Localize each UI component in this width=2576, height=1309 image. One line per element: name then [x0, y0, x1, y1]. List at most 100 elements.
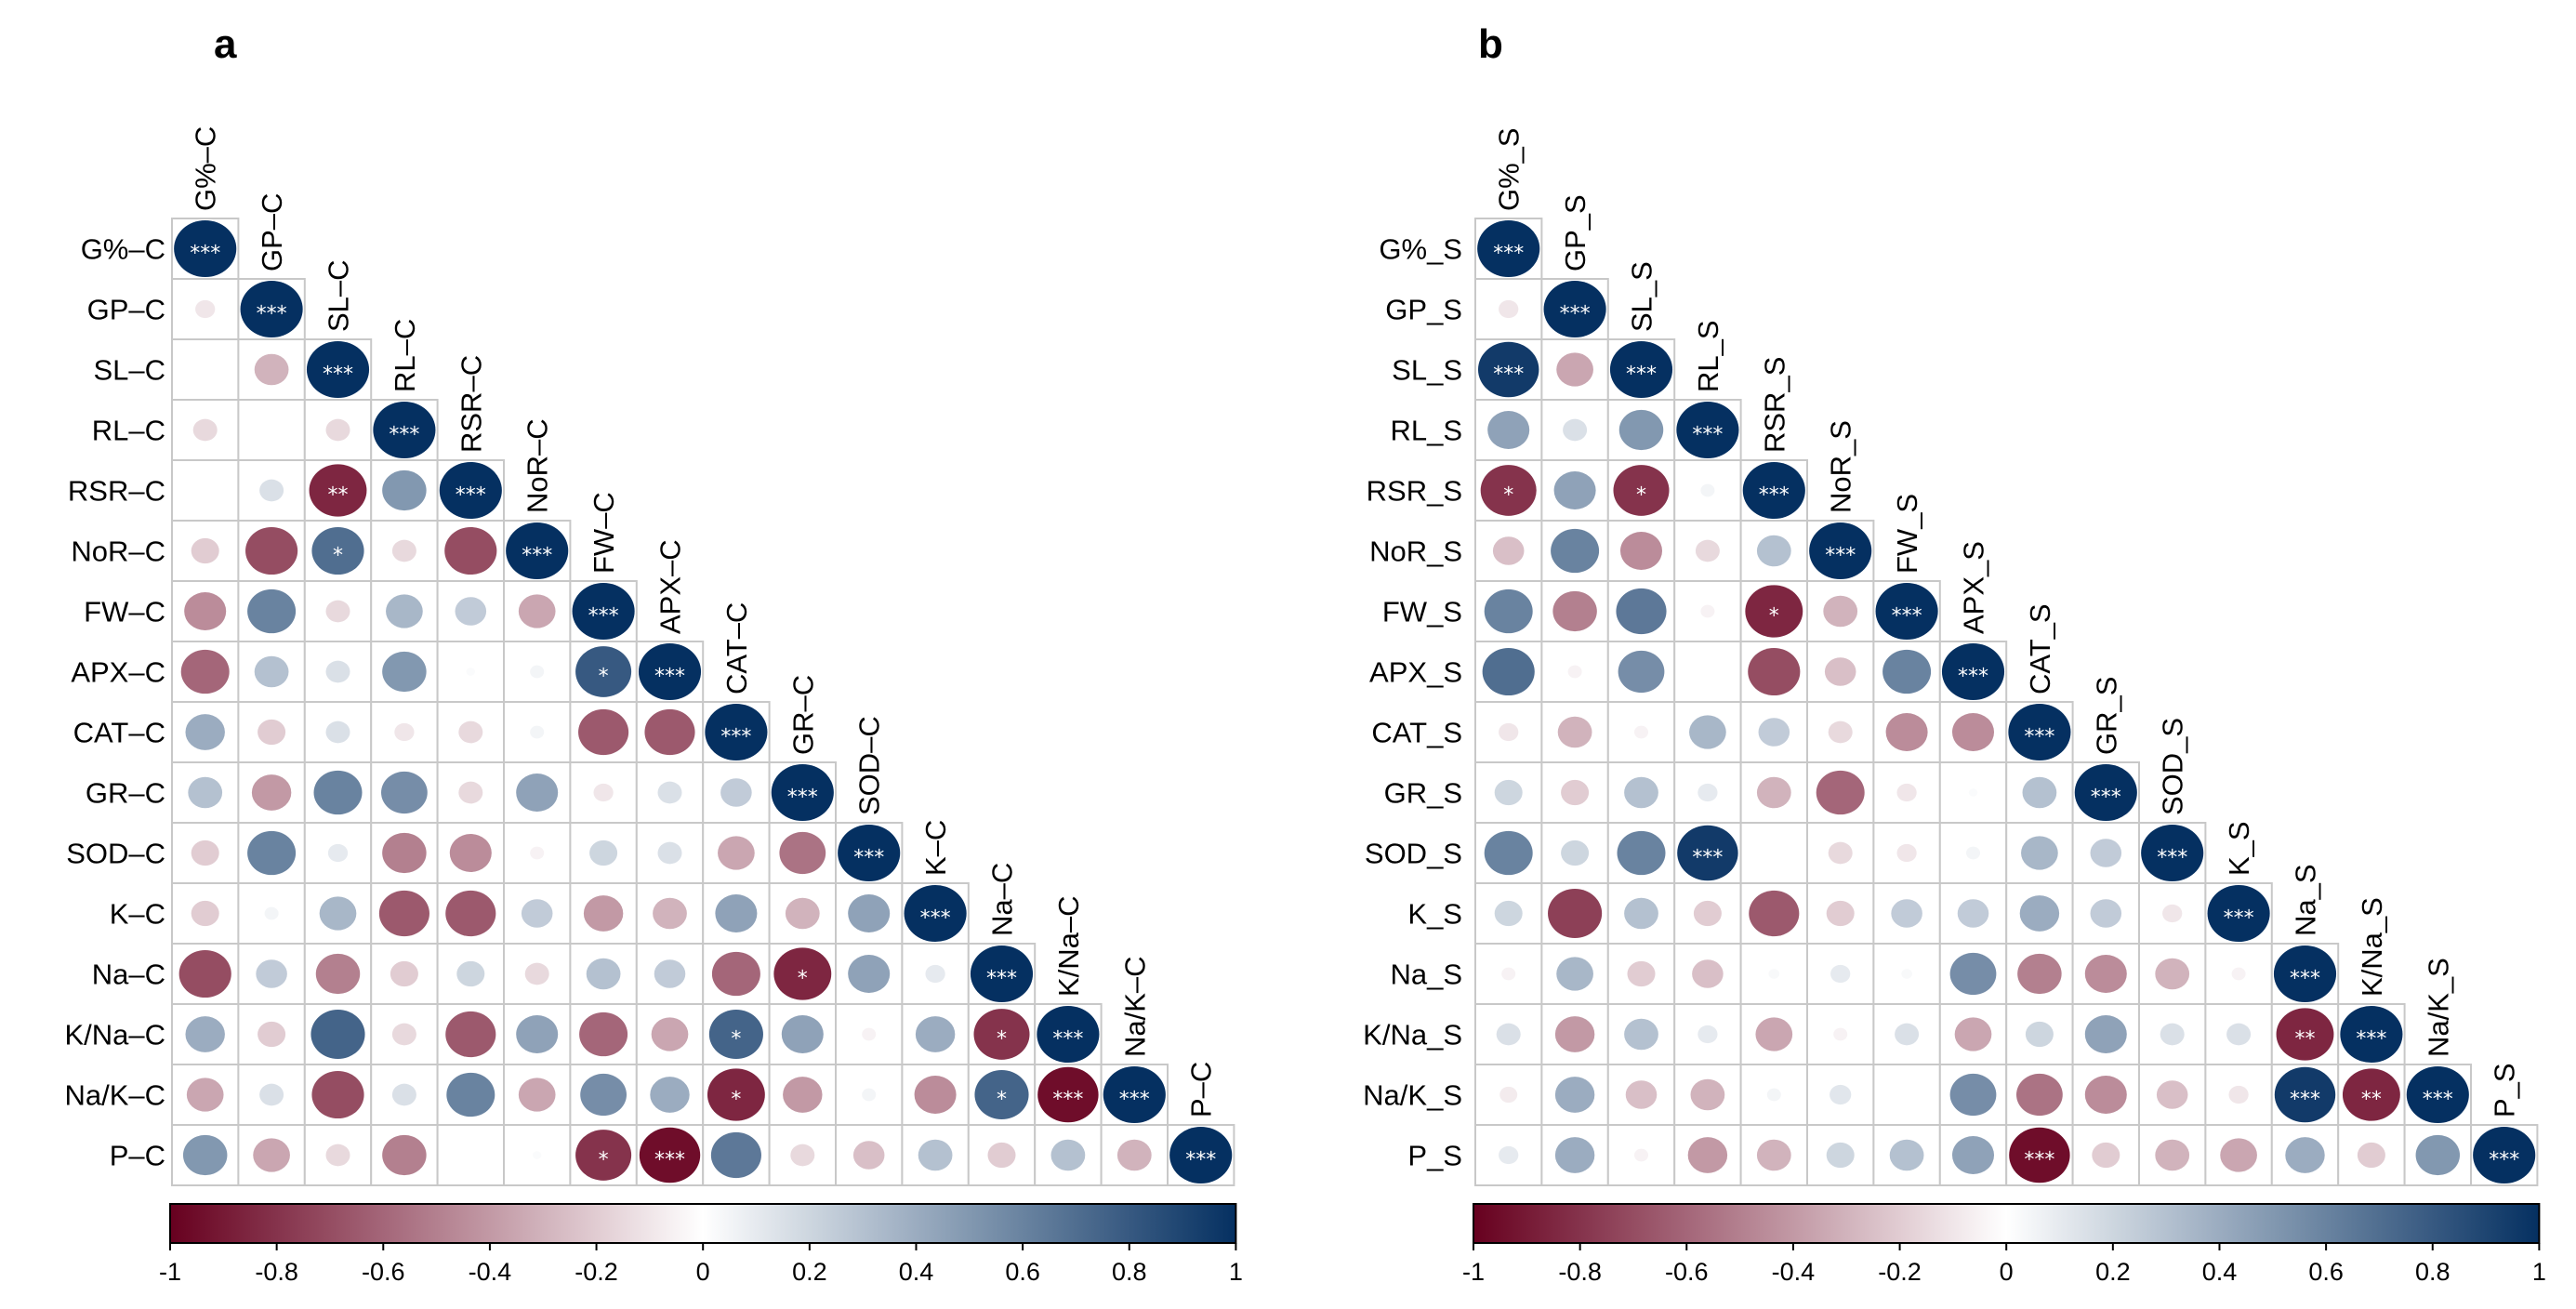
colorbar-tick-label: 0.8 — [2415, 1258, 2451, 1286]
correlation-ellipse — [313, 770, 363, 815]
significance-mark: *** — [522, 545, 552, 568]
significance-mark: *** — [1825, 545, 1856, 568]
correlation-ellipse — [311, 526, 364, 575]
panel-label: b — [1478, 21, 1503, 67]
correlation-ellipse — [532, 1151, 542, 1159]
significance-mark: *** — [1185, 1149, 1216, 1172]
significance-mark: * — [798, 968, 808, 991]
correlation-ellipse — [862, 1088, 877, 1102]
correlation-ellipse — [639, 1127, 701, 1183]
correlation-ellipse — [1885, 713, 1928, 751]
correlation-ellipse — [1882, 649, 1932, 694]
correlation-ellipse — [254, 655, 289, 688]
correlation-ellipse — [1828, 721, 1853, 744]
row-label: G%–C — [81, 233, 165, 266]
correlation-ellipse — [1748, 647, 1801, 696]
colorbar-tick-label: 1 — [1229, 1258, 1243, 1286]
panel-b: b G%_S G%_S GP_S GP_S SL_S SL_S RL_S RL_S RSR_S RS… — [1363, 21, 2546, 1286]
column-label: G%_S — [1493, 127, 1526, 211]
correlation-ellipse — [781, 1015, 824, 1053]
correlation-ellipse — [862, 1027, 877, 1041]
grid-cell — [1872, 1064, 1941, 1126]
significance-mark: *** — [2356, 1028, 2386, 1051]
correlation-ellipse — [1037, 1066, 1099, 1123]
row-label: FW–C — [84, 596, 165, 628]
row-label: GP_S — [1385, 294, 1462, 326]
colorbar — [1473, 1203, 2541, 1244]
correlation-ellipse — [1742, 461, 1805, 520]
correlation-ellipse — [1548, 889, 1603, 938]
row-label: GP–C — [87, 294, 165, 326]
correlation-ellipse — [1494, 779, 1523, 806]
column-label: SOD–C — [853, 716, 886, 815]
significance-mark: *** — [787, 787, 818, 810]
colorbar-tick-label: -0.4 — [469, 1258, 512, 1286]
correlation-ellipse — [518, 594, 556, 628]
column-label: NoR–C — [522, 418, 554, 513]
colorbar-tick-label: -1 — [159, 1258, 181, 1286]
correlation-ellipse — [1496, 1023, 1521, 1046]
correlation-ellipse — [466, 668, 476, 676]
correlation-ellipse — [974, 1070, 1029, 1119]
correlation-ellipse — [1499, 1086, 1518, 1104]
correlation-ellipse — [2025, 1021, 2054, 1048]
column-label: GP–C — [256, 193, 288, 271]
grid-cell — [171, 459, 240, 522]
correlation-ellipse — [1561, 779, 1590, 806]
correlation-ellipse — [2473, 1126, 2536, 1184]
column-label: K/Na_S — [2356, 897, 2388, 997]
correlation-ellipse — [446, 1072, 495, 1117]
correlation-ellipse — [1609, 340, 1673, 399]
correlation-ellipse — [394, 722, 415, 742]
colorbar-tick-label: -1 — [1462, 1258, 1485, 1286]
grid-cell — [1673, 641, 1742, 703]
correlation-ellipse — [381, 771, 428, 814]
column-label: G%–C — [190, 126, 222, 211]
significance-mark: *** — [2290, 1089, 2320, 1112]
correlation-ellipse — [1875, 582, 1938, 641]
correlation-ellipse — [521, 899, 553, 928]
correlation-ellipse — [2084, 1076, 2127, 1114]
column-label: FW–C — [588, 492, 620, 574]
correlation-ellipse — [1756, 776, 1791, 809]
correlation-ellipse — [240, 280, 303, 338]
correlation-ellipse — [186, 1078, 224, 1112]
significance-mark: *** — [588, 605, 619, 628]
correlation-ellipse — [1756, 535, 1791, 567]
significance-mark: * — [997, 1089, 1007, 1112]
significance-mark: *** — [1759, 484, 1790, 508]
row-label: RL–C — [92, 415, 165, 447]
correlation-ellipse — [1556, 957, 1593, 991]
correlation-ellipse — [382, 1134, 427, 1176]
row-label: APX_S — [1369, 656, 1462, 689]
row-label: K/Na_S — [1363, 1019, 1462, 1051]
significance-mark: *** — [2024, 1149, 2054, 1172]
significance-mark: *** — [1692, 847, 1723, 870]
correlation-ellipse — [2090, 899, 2122, 928]
correlation-ellipse — [191, 840, 219, 866]
correlation-ellipse — [2340, 1005, 2403, 1064]
correlation-ellipse — [1695, 539, 1720, 562]
correlation-ellipse — [1499, 299, 1519, 319]
correlation-ellipse — [516, 774, 559, 812]
correlation-ellipse — [2008, 703, 2071, 761]
correlation-ellipse — [718, 836, 755, 870]
correlation-ellipse — [1690, 1078, 1725, 1111]
column-label: RL_S — [1692, 320, 1724, 392]
correlation-ellipse — [779, 831, 826, 875]
correlation-ellipse — [256, 959, 287, 988]
correlation-ellipse — [1768, 969, 1780, 979]
correlation-ellipse — [178, 949, 231, 998]
correlation-ellipse — [1889, 1139, 1924, 1171]
column-label: K_S — [2223, 821, 2255, 876]
correlation-ellipse — [572, 582, 635, 641]
correlation-ellipse — [2406, 1065, 2469, 1124]
correlation-ellipse — [390, 960, 418, 987]
correlation-ellipse — [2273, 945, 2337, 1003]
correlation-ellipse — [1830, 964, 1851, 984]
correlation-ellipse — [715, 894, 758, 932]
correlation-ellipse — [2220, 1138, 2257, 1172]
row-label: SOD_S — [1365, 838, 1462, 870]
correlation-ellipse — [1745, 585, 1803, 638]
significance-mark: ** — [2295, 1028, 2316, 1051]
